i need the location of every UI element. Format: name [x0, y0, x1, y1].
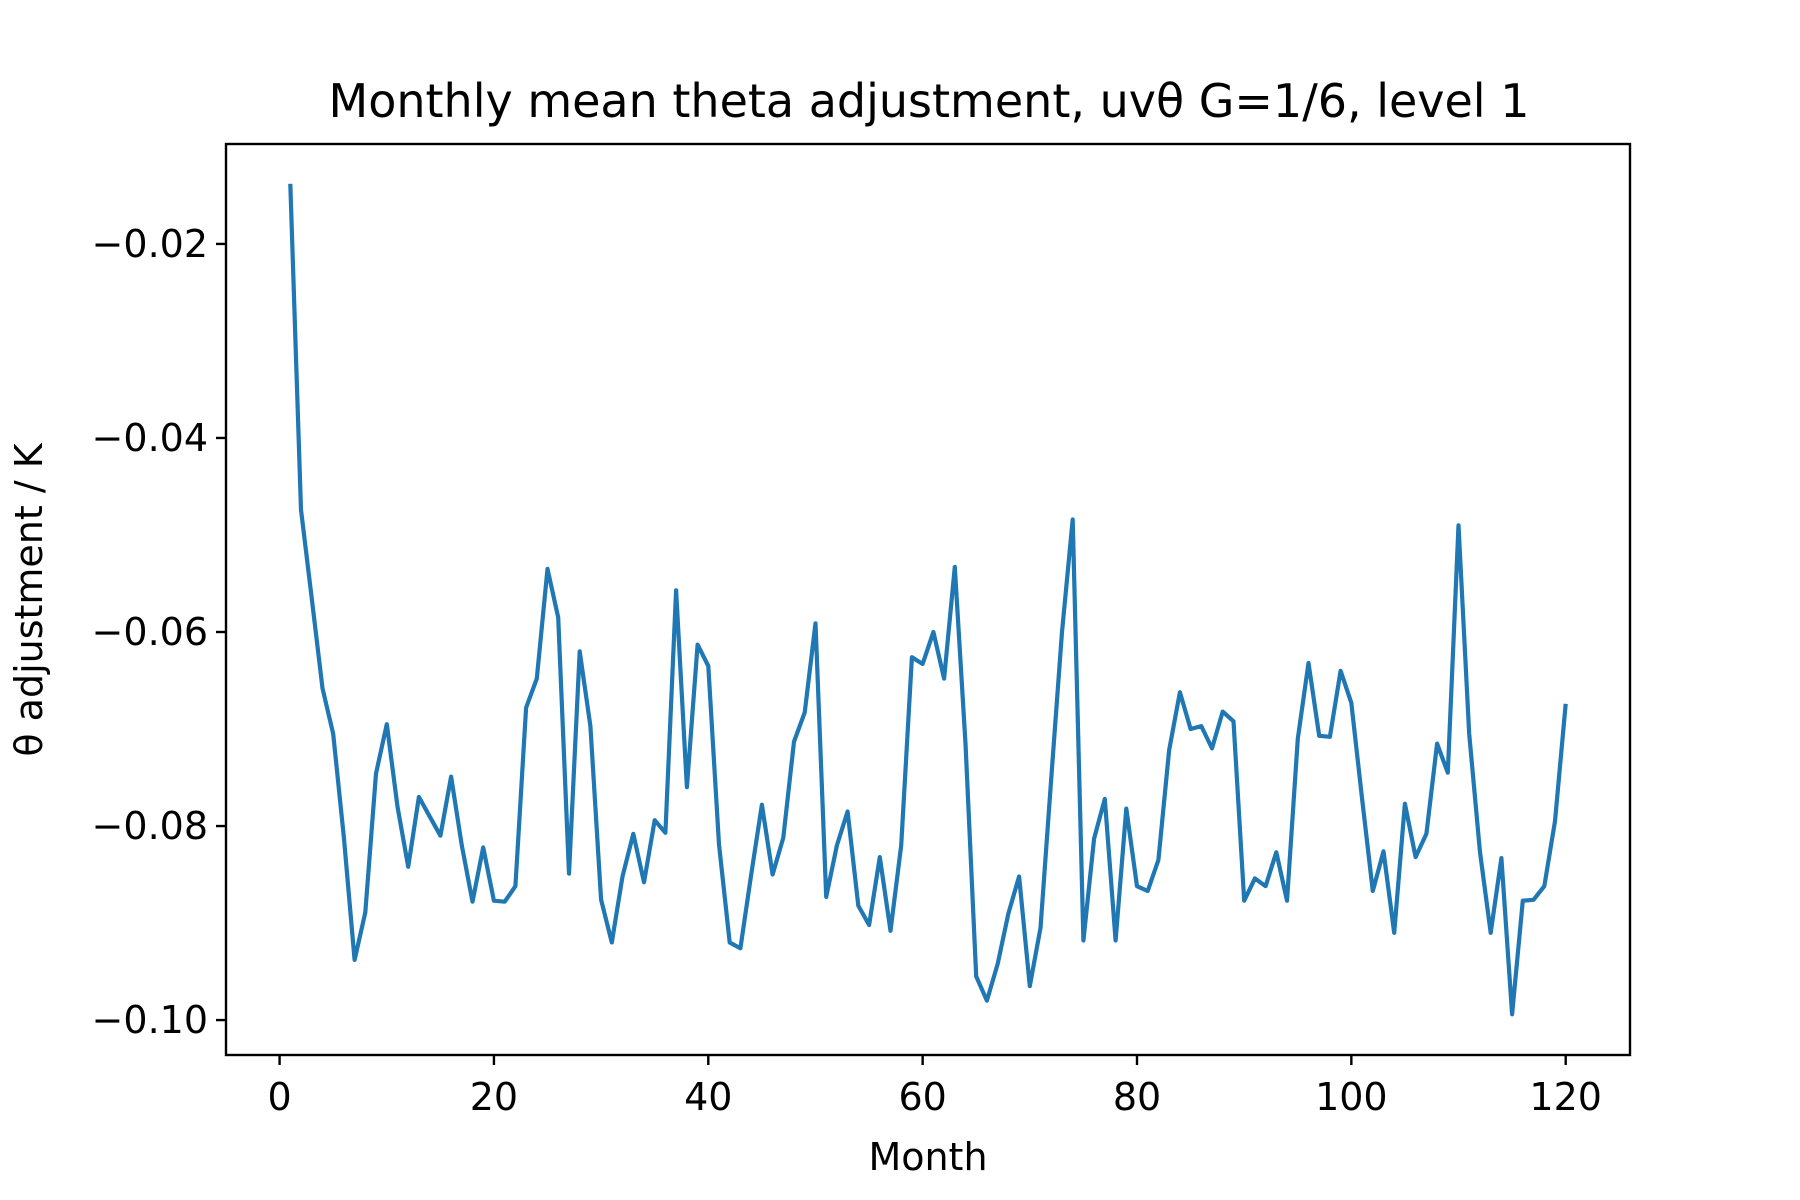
series-line — [288, 183, 1568, 1017]
x-tick-label: 100 — [1315, 1075, 1388, 1119]
x-tick-label: 20 — [470, 1075, 518, 1119]
x-axis-label: Month — [868, 1135, 987, 1179]
y-axis: −0.10 −0.08 −0.06 −0.04 −0.02 — [92, 222, 226, 1042]
x-tick-label: 120 — [1529, 1075, 1602, 1119]
x-tick-label: 60 — [898, 1075, 946, 1119]
y-tick-label: −0.06 — [92, 610, 208, 654]
x-axis: 0 20 40 60 80 100 120 — [267, 1055, 1602, 1119]
x-tick-label: 0 — [267, 1075, 291, 1119]
y-axis-label: θ adjustment / K — [7, 442, 51, 756]
plot-area — [224, 142, 1632, 1057]
chart-title: Monthly mean theta adjustment, uvθ G=1/6… — [329, 74, 1530, 128]
y-tick-label: −0.02 — [92, 222, 208, 266]
plot-frame — [224, 142, 1632, 1057]
x-tick-label: 80 — [1113, 1075, 1161, 1119]
y-tick-label: −0.04 — [92, 416, 208, 460]
y-tick-label: −0.10 — [92, 998, 208, 1042]
x-tick-label: 40 — [684, 1075, 732, 1119]
y-tick-label: −0.08 — [92, 804, 208, 848]
